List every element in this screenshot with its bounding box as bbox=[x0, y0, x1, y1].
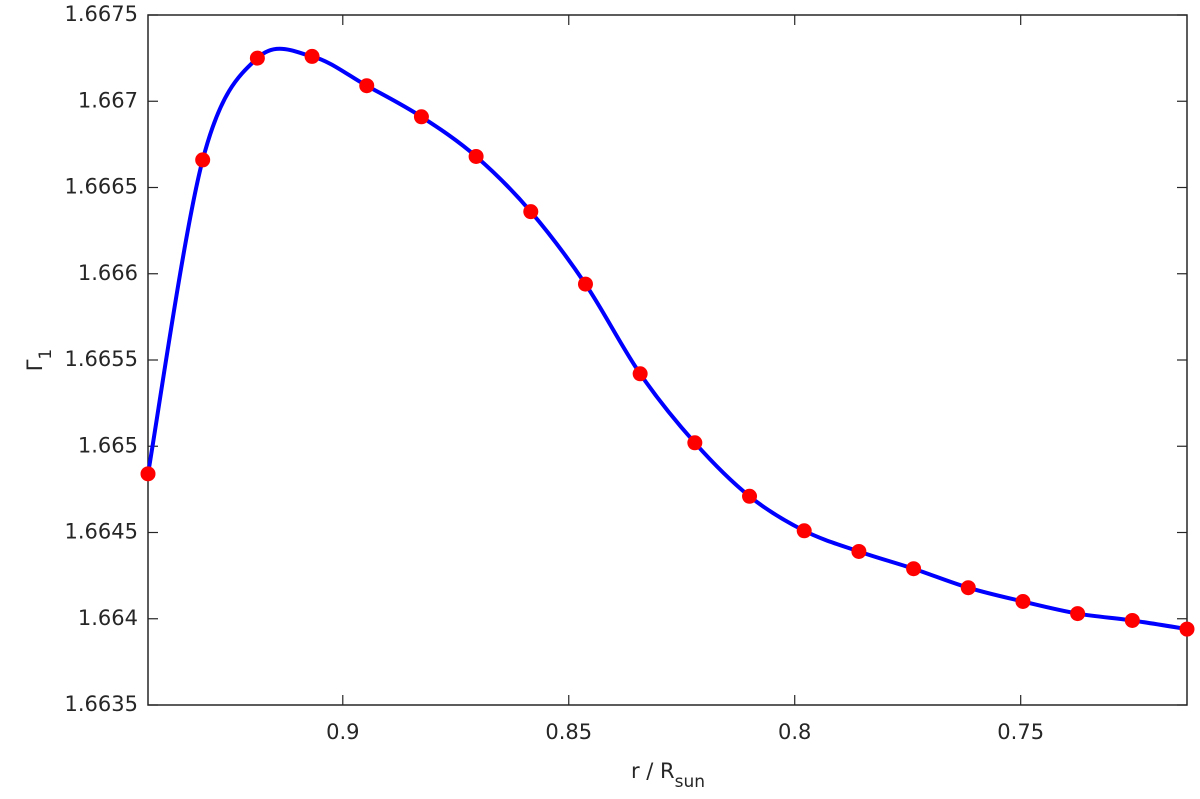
y-axis-label-text: Γ bbox=[23, 359, 47, 371]
x-axis-label-text: r / R bbox=[631, 759, 675, 783]
data-point bbox=[906, 561, 922, 577]
y-axis-label-subscript: 1 bbox=[36, 349, 56, 360]
data-point bbox=[413, 109, 429, 125]
y-tick-label: 1.667 bbox=[78, 88, 138, 112]
data-point bbox=[1179, 621, 1195, 637]
data-point bbox=[1015, 594, 1031, 609]
data-point bbox=[195, 152, 211, 168]
series-line bbox=[146, 46, 1188, 632]
y-tick-label: 1.6665 bbox=[65, 175, 138, 199]
y-tick-label: 1.6635 bbox=[65, 692, 138, 716]
data-point bbox=[140, 466, 156, 482]
x-tick-label: 0.8 bbox=[778, 720, 811, 744]
x-tick-label: 0.85 bbox=[545, 720, 592, 744]
data-point bbox=[577, 276, 593, 292]
y-tick-label: 1.666 bbox=[78, 261, 138, 285]
y-tick-label: 1.664 bbox=[78, 606, 138, 630]
data-point bbox=[1070, 606, 1086, 622]
x-axis-label-subscript: sun bbox=[675, 772, 705, 792]
x-tick-label: 0.9 bbox=[326, 720, 359, 744]
y-tick-label: 1.665 bbox=[78, 433, 138, 457]
data-point bbox=[687, 435, 703, 451]
data-point bbox=[359, 78, 375, 94]
data-point bbox=[304, 48, 320, 64]
data-point bbox=[468, 148, 484, 164]
y-tick-label: 1.6645 bbox=[65, 520, 138, 544]
data-point bbox=[249, 50, 265, 66]
data-point bbox=[1124, 612, 1140, 628]
x-tick-label: 0.75 bbox=[997, 720, 1044, 744]
data-point bbox=[796, 523, 812, 539]
y-tick-label: 1.6675 bbox=[65, 2, 138, 26]
x-axis-label: r / Rsun bbox=[631, 759, 705, 792]
y-axis-label: Γ1 bbox=[23, 349, 56, 372]
data-point bbox=[851, 543, 867, 559]
data-point bbox=[523, 204, 539, 220]
data-point bbox=[742, 488, 758, 504]
y-tick-label: 1.6655 bbox=[65, 347, 138, 371]
data-point bbox=[632, 366, 648, 382]
data-point bbox=[960, 580, 976, 596]
